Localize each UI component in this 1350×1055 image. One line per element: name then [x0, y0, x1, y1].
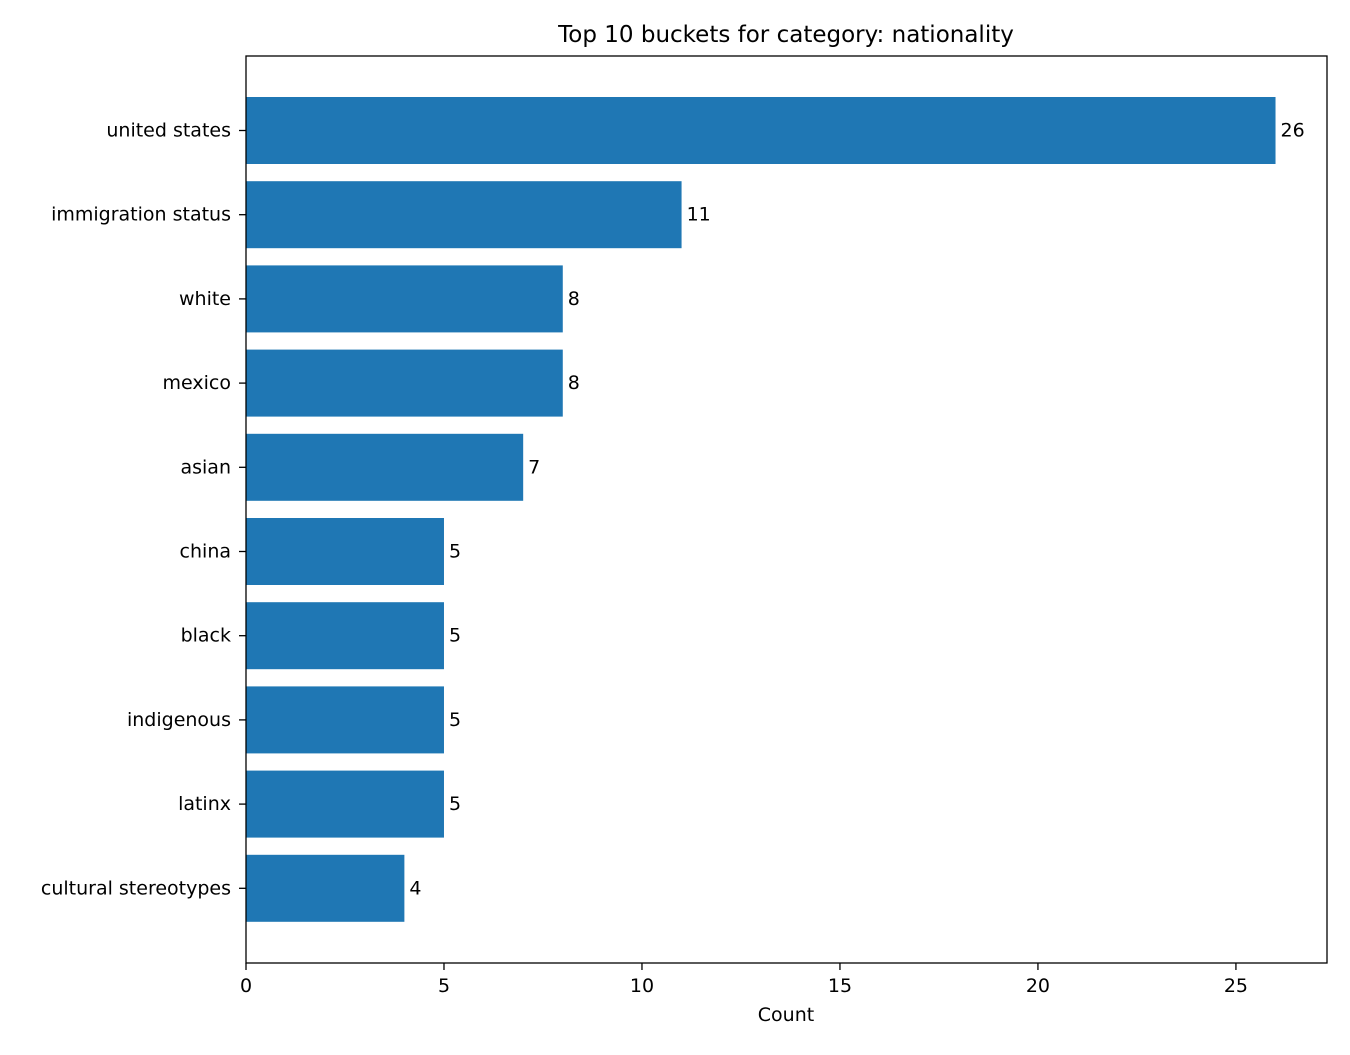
y-tick-label: united states: [106, 120, 231, 142]
x-tick-label: 25: [1224, 975, 1248, 997]
data-label: 5: [449, 793, 461, 815]
bar: [246, 602, 444, 670]
data-label: 5: [449, 541, 461, 563]
y-tick-label: indigenous: [127, 709, 231, 731]
plot-frame: [245, 55, 1328, 964]
x-tick-label: 5: [438, 975, 450, 997]
y-tick-label: immigration status: [51, 204, 231, 226]
x-tick-label: 0: [240, 975, 252, 997]
data-label: 5: [449, 709, 461, 731]
y-tick-label: black: [181, 625, 231, 647]
y-tick-label: mexico: [163, 372, 231, 394]
data-label: 7: [528, 456, 540, 478]
bar: [246, 349, 563, 417]
bar: [246, 265, 563, 333]
data-label: 26: [1281, 120, 1305, 142]
bar: [246, 686, 444, 754]
data-labels-layer: 26 11 8 8 7 5 5 5 5 4: [409, 120, 1304, 900]
data-label: 8: [568, 372, 580, 394]
y-tick-label: white: [179, 288, 231, 310]
ticks-layer: united states immigration status white mexi…: [41, 120, 1248, 998]
chart-title: Top 10 buckets for category: nationality: [557, 22, 1014, 48]
y-tick-label: cultural stereotypes: [41, 877, 231, 899]
y-tick-label: china: [180, 541, 231, 563]
data-label: 8: [568, 288, 580, 310]
y-tick-label: latinx: [178, 793, 231, 815]
bar: [246, 854, 405, 922]
x-tick-label: 10: [630, 975, 654, 997]
x-tick-label: 15: [828, 975, 852, 997]
x-tick-label: 20: [1026, 975, 1050, 997]
bar: [246, 518, 444, 585]
data-label: 11: [687, 204, 711, 226]
bar: [246, 97, 1276, 164]
data-label: 4: [409, 877, 421, 899]
x-axis-label: Count: [758, 1004, 814, 1026]
bar: [246, 770, 444, 838]
y-tick-label: asian: [180, 456, 231, 478]
data-label: 5: [449, 625, 461, 647]
bar: [246, 433, 524, 501]
bar: [246, 181, 682, 249]
bars-layer: [246, 97, 1276, 922]
